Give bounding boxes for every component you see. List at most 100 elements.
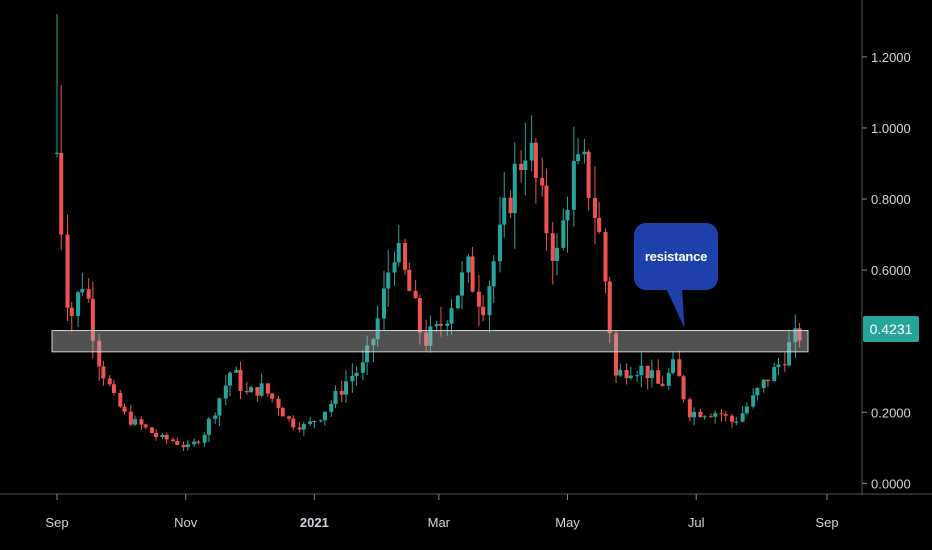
- x-tick-label: Sep: [45, 515, 68, 530]
- candle-body: [59, 152, 64, 235]
- candle-body: [666, 372, 671, 386]
- candle-body: [354, 372, 359, 376]
- candle-body: [386, 272, 391, 289]
- candle-body: [206, 418, 211, 435]
- candle-body: [793, 328, 798, 343]
- candle-body: [755, 388, 760, 396]
- candle-body: [476, 291, 481, 307]
- x-tick-label: Nov: [174, 515, 198, 530]
- candle-body: [635, 375, 640, 377]
- x-axis: Sep Nov 2021 Mar May Jul Sep: [45, 494, 839, 530]
- resistance-callout: resistance: [634, 223, 718, 290]
- candle-body: [297, 427, 302, 430]
- candle-body: [508, 197, 513, 214]
- candle-body: [249, 387, 254, 393]
- candle-body: [487, 286, 492, 316]
- candle-body: [76, 292, 81, 316]
- candle-body: [344, 381, 349, 395]
- candle-body: [597, 217, 602, 233]
- candle-body: [455, 295, 460, 309]
- candle-body: [603, 232, 608, 282]
- y-tick-label: 0.2000: [871, 405, 911, 420]
- candle-body: [164, 434, 169, 440]
- candle-body: [713, 413, 718, 417]
- candle-body: [498, 224, 503, 262]
- candle-body: [740, 413, 745, 422]
- candle-body: [329, 403, 334, 412]
- candle-body: [55, 152, 59, 154]
- candle-body: [523, 160, 528, 171]
- candle-body: [592, 198, 597, 218]
- candle-body: [339, 390, 344, 395]
- candle-body: [438, 324, 443, 326]
- candle-body: [797, 328, 802, 341]
- candle-body: [656, 370, 661, 384]
- candle-body: [744, 406, 749, 414]
- candle-body: [69, 307, 74, 316]
- candle-body: [671, 359, 675, 373]
- y-tick-label: 0.6000: [871, 263, 911, 278]
- candle-body: [276, 398, 281, 409]
- candle-body: [571, 161, 576, 210]
- candle-body: [181, 444, 186, 448]
- candle-body: [417, 298, 422, 333]
- candle-body: [550, 233, 555, 261]
- y-tick-label: 1.0000: [871, 121, 911, 136]
- candle-body: [312, 421, 317, 423]
- candle-body: [519, 163, 524, 171]
- candle-body: [392, 262, 397, 273]
- candle-body: [139, 419, 144, 425]
- candle-body: [639, 365, 644, 376]
- x-tick-label: Jul: [688, 515, 705, 530]
- candle-body: [445, 323, 450, 326]
- candle-body: [202, 434, 207, 443]
- candle-body: [692, 411, 697, 418]
- candle-body: [175, 441, 180, 445]
- candle-body: [360, 362, 365, 373]
- candle-body: [403, 242, 408, 270]
- candle-body: [561, 220, 566, 248]
- candle-body: [772, 367, 777, 382]
- candle-body: [751, 395, 756, 407]
- candle-body: [413, 290, 418, 299]
- y-tick-label: 0.8000: [871, 192, 911, 207]
- candle-body: [677, 359, 682, 377]
- candles: [55, 14, 802, 452]
- candle-body: [765, 379, 770, 382]
- candle-body: [586, 151, 591, 199]
- candle-body: [280, 408, 285, 417]
- candle-body: [466, 256, 471, 273]
- candle-body: [287, 416, 292, 419]
- candle-body: [533, 142, 538, 178]
- candle-body: [371, 339, 376, 346]
- candle-body: [375, 318, 380, 340]
- candle-body: [90, 298, 95, 341]
- candle-body: [734, 421, 739, 423]
- candle-body: [223, 385, 228, 399]
- last-price-label: 0.4231: [863, 316, 919, 342]
- candle-body: [529, 142, 534, 161]
- candle-body: [708, 416, 713, 418]
- candle-body: [308, 421, 313, 425]
- candle-body: [259, 383, 264, 396]
- x-tick-label: May: [555, 515, 580, 530]
- candle-body: [143, 424, 148, 428]
- candle-body: [660, 383, 665, 386]
- candle-body: [702, 416, 707, 418]
- candle-body: [128, 411, 133, 425]
- candle-body: [645, 365, 650, 379]
- candle-body: [322, 411, 327, 421]
- candle-body: [460, 272, 465, 296]
- candle-body: [301, 424, 306, 430]
- candle-body: [227, 372, 232, 386]
- resistance-zone: [51, 330, 809, 353]
- candle-body: [544, 185, 549, 234]
- candle-body: [776, 364, 781, 368]
- candle-body: [628, 375, 633, 379]
- candle-body: [111, 384, 116, 394]
- candle-body: [350, 375, 355, 382]
- candle-body: [192, 441, 197, 445]
- candle-body: [238, 369, 243, 392]
- candle-body: [502, 197, 507, 225]
